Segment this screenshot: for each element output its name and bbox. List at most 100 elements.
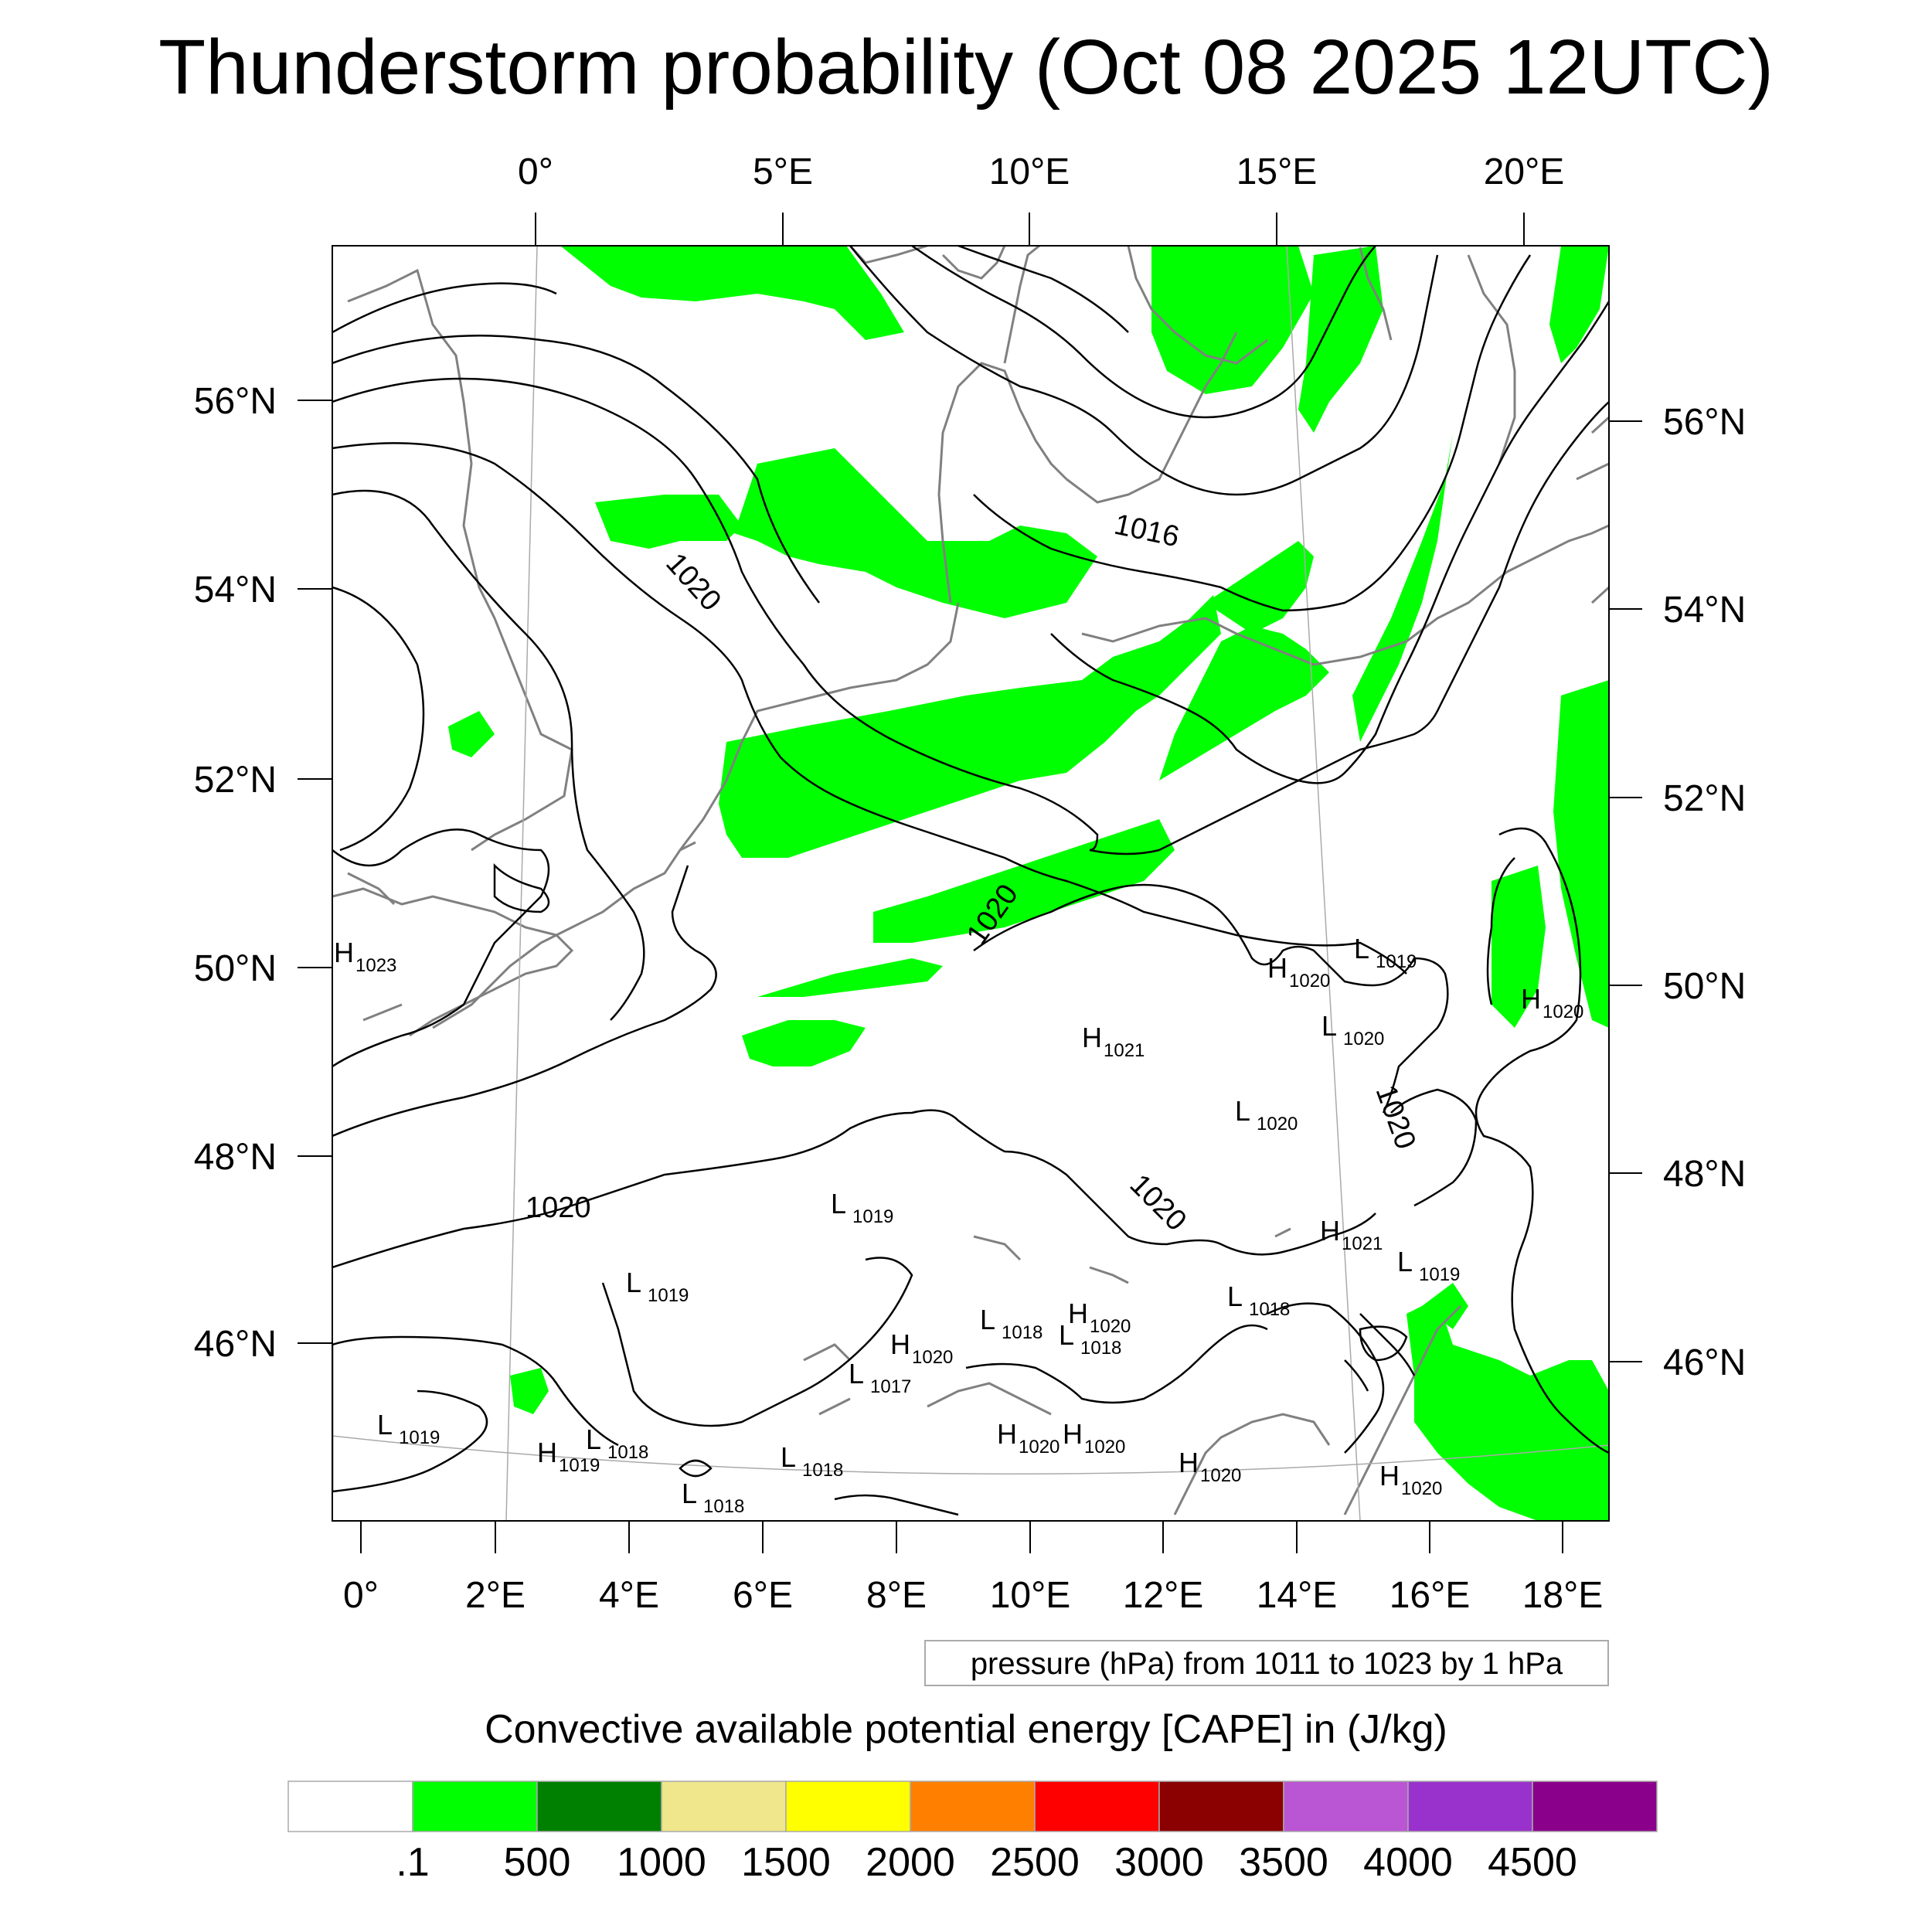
colorbar-labels: .1 500 1000 1500 2000 2500 3000 3500 4000 4500 bbox=[0, 1839, 1932, 1893]
cape-area-france-south bbox=[742, 1020, 866, 1066]
pressure-center: L 1019 bbox=[626, 1267, 689, 1306]
cape-area-east-mid bbox=[1492, 866, 1546, 1028]
cape-area-central-north bbox=[734, 448, 1097, 618]
right-lat-labels: 56°N 54°N 52°N 50°N 48°N 46°N bbox=[1663, 402, 1746, 1383]
isobar-z bbox=[493, 862, 550, 913]
pressure-center: L 1020 bbox=[1321, 1010, 1384, 1049]
svg-text:1020: 1020 bbox=[1084, 1437, 1125, 1458]
colorbar-label: 4000 bbox=[1363, 1840, 1453, 1885]
isobar-d bbox=[332, 489, 645, 1021]
pressure-center: L 1018 bbox=[1059, 1319, 1121, 1359]
colorbar-label: 1000 bbox=[617, 1840, 706, 1885]
svg-text:L: L bbox=[1321, 1010, 1337, 1042]
isobar-small-2 bbox=[1359, 1325, 1408, 1362]
svg-text:H: H bbox=[1082, 1022, 1102, 1053]
cape-area-belarus bbox=[1352, 433, 1453, 742]
pressure-center: L 1018 bbox=[980, 1304, 1043, 1343]
pressure-center: L 1018 bbox=[781, 1441, 843, 1481]
colorbar bbox=[287, 1781, 1658, 1832]
coastline-alps bbox=[818, 1382, 1052, 1416]
coastline-ireland-sea bbox=[347, 872, 403, 1022]
cape-area-sweden bbox=[1151, 246, 1314, 394]
pressure-center: H 1019 bbox=[537, 1437, 600, 1476]
svg-text:1020: 1020 bbox=[1257, 1114, 1298, 1134]
colorbar-label: 3000 bbox=[1114, 1840, 1204, 1885]
pressure-center: L 1019 bbox=[1397, 1246, 1460, 1285]
colorbar-swatch bbox=[1532, 1781, 1658, 1832]
colorbar-label: 1500 bbox=[741, 1840, 831, 1885]
svg-text:1018: 1018 bbox=[703, 1496, 744, 1517]
pressure-center: L 1019 bbox=[1354, 933, 1417, 972]
svg-text:1021: 1021 bbox=[1342, 1233, 1383, 1254]
pressure-center: H 1023 bbox=[334, 937, 396, 976]
bottom-lon-label: 18°E bbox=[1522, 1575, 1604, 1616]
left-lat-label: 54°N bbox=[194, 570, 277, 611]
svg-text:L: L bbox=[831, 1188, 846, 1219]
cape-area-baltic-north bbox=[1298, 246, 1383, 433]
svg-text:L: L bbox=[626, 1267, 641, 1298]
bottom-lon-label: 8°E bbox=[866, 1575, 927, 1616]
cape-area-germany bbox=[719, 595, 1221, 858]
colorbar-swatch bbox=[1158, 1781, 1284, 1832]
colorbar-label: 500 bbox=[503, 1840, 571, 1885]
isobar-c bbox=[332, 442, 1407, 975]
isobar-b bbox=[332, 377, 1099, 852]
top-lon-labels: 0° 5°E 10°E 15°E 20°E bbox=[518, 151, 1564, 192]
coastline-estonia bbox=[1506, 524, 1609, 573]
bottom-lon-labels: 0° 2°E 4°E 6°E 8°E 10°E 12°E 14°E 16°E 1… bbox=[343, 1575, 1603, 1616]
coastline-finland bbox=[1359, 247, 1516, 464]
colorbar-label: .1 bbox=[396, 1840, 430, 1885]
svg-text:H: H bbox=[334, 937, 354, 968]
svg-text:1018: 1018 bbox=[1002, 1322, 1043, 1343]
svg-text:1019: 1019 bbox=[1419, 1264, 1460, 1285]
isobar-s bbox=[601, 1257, 913, 1427]
svg-text:H: H bbox=[1320, 1215, 1340, 1247]
right-lat-label: 52°N bbox=[1663, 778, 1746, 819]
left-lat-label: 52°N bbox=[194, 760, 277, 801]
bottom-lon-label: 0° bbox=[343, 1575, 379, 1616]
coastline-norway bbox=[941, 246, 1006, 280]
colorbar-title: Convective available potential energy [C… bbox=[485, 1707, 1447, 1752]
colorbar-swatch bbox=[1034, 1781, 1160, 1832]
svg-text:H: H bbox=[1179, 1447, 1199, 1478]
coastline-italy-north bbox=[1173, 1413, 1331, 1515]
isobar-x bbox=[1344, 1313, 1416, 1392]
svg-text:L: L bbox=[1059, 1319, 1074, 1351]
colorbar-label: 2000 bbox=[866, 1840, 955, 1885]
isobar-f bbox=[332, 828, 550, 1068]
svg-text:L: L bbox=[682, 1478, 697, 1509]
cape-area-central-band bbox=[873, 819, 1175, 943]
cape-area-bay bbox=[510, 1368, 549, 1414]
svg-text:H: H bbox=[1063, 1418, 1083, 1450]
isobar-p bbox=[957, 246, 1129, 333]
pressure-center: H 1020 bbox=[1063, 1418, 1125, 1458]
isobars bbox=[332, 246, 1609, 1516]
left-lat-label: 46°N bbox=[194, 1324, 277, 1365]
pressure-center: H 1020 bbox=[1068, 1298, 1131, 1337]
svg-text:L: L bbox=[586, 1423, 601, 1455]
svg-text:1020: 1020 bbox=[912, 1347, 953, 1368]
pressure-center: L 1018 bbox=[682, 1478, 744, 1517]
svg-text:1019: 1019 bbox=[1376, 951, 1417, 972]
colorbar-swatch bbox=[412, 1781, 538, 1832]
left-lat-label: 56°N bbox=[194, 381, 277, 422]
cape-area-uk bbox=[448, 711, 495, 757]
svg-text:1018: 1018 bbox=[1249, 1299, 1290, 1320]
axis-ticks bbox=[298, 213, 1642, 1553]
svg-text:H: H bbox=[1068, 1298, 1088, 1329]
coastline-adriatic bbox=[1343, 1304, 1462, 1515]
colorbar-swatch bbox=[1407, 1781, 1533, 1832]
colorbar-swatch bbox=[910, 1781, 1036, 1832]
colorbar-swatch bbox=[536, 1781, 662, 1832]
top-lon-label: 0° bbox=[518, 151, 553, 192]
svg-text:1020: 1020 bbox=[1019, 1437, 1060, 1458]
isobar-label: 1020 bbox=[526, 1192, 591, 1224]
pressure-center: L 1018 bbox=[586, 1423, 648, 1463]
isobar-n bbox=[849, 246, 1439, 496]
svg-text:1020: 1020 bbox=[1401, 1478, 1442, 1499]
pressure-centers: H 1023 L 1019 H 1020 L 1020 H 1021 L 1020 H 102… bbox=[334, 933, 1583, 1517]
pressure-center: H 1020 bbox=[1521, 983, 1583, 1022]
svg-text:L: L bbox=[849, 1358, 864, 1389]
pressure-center: H 1021 bbox=[1082, 1022, 1145, 1061]
